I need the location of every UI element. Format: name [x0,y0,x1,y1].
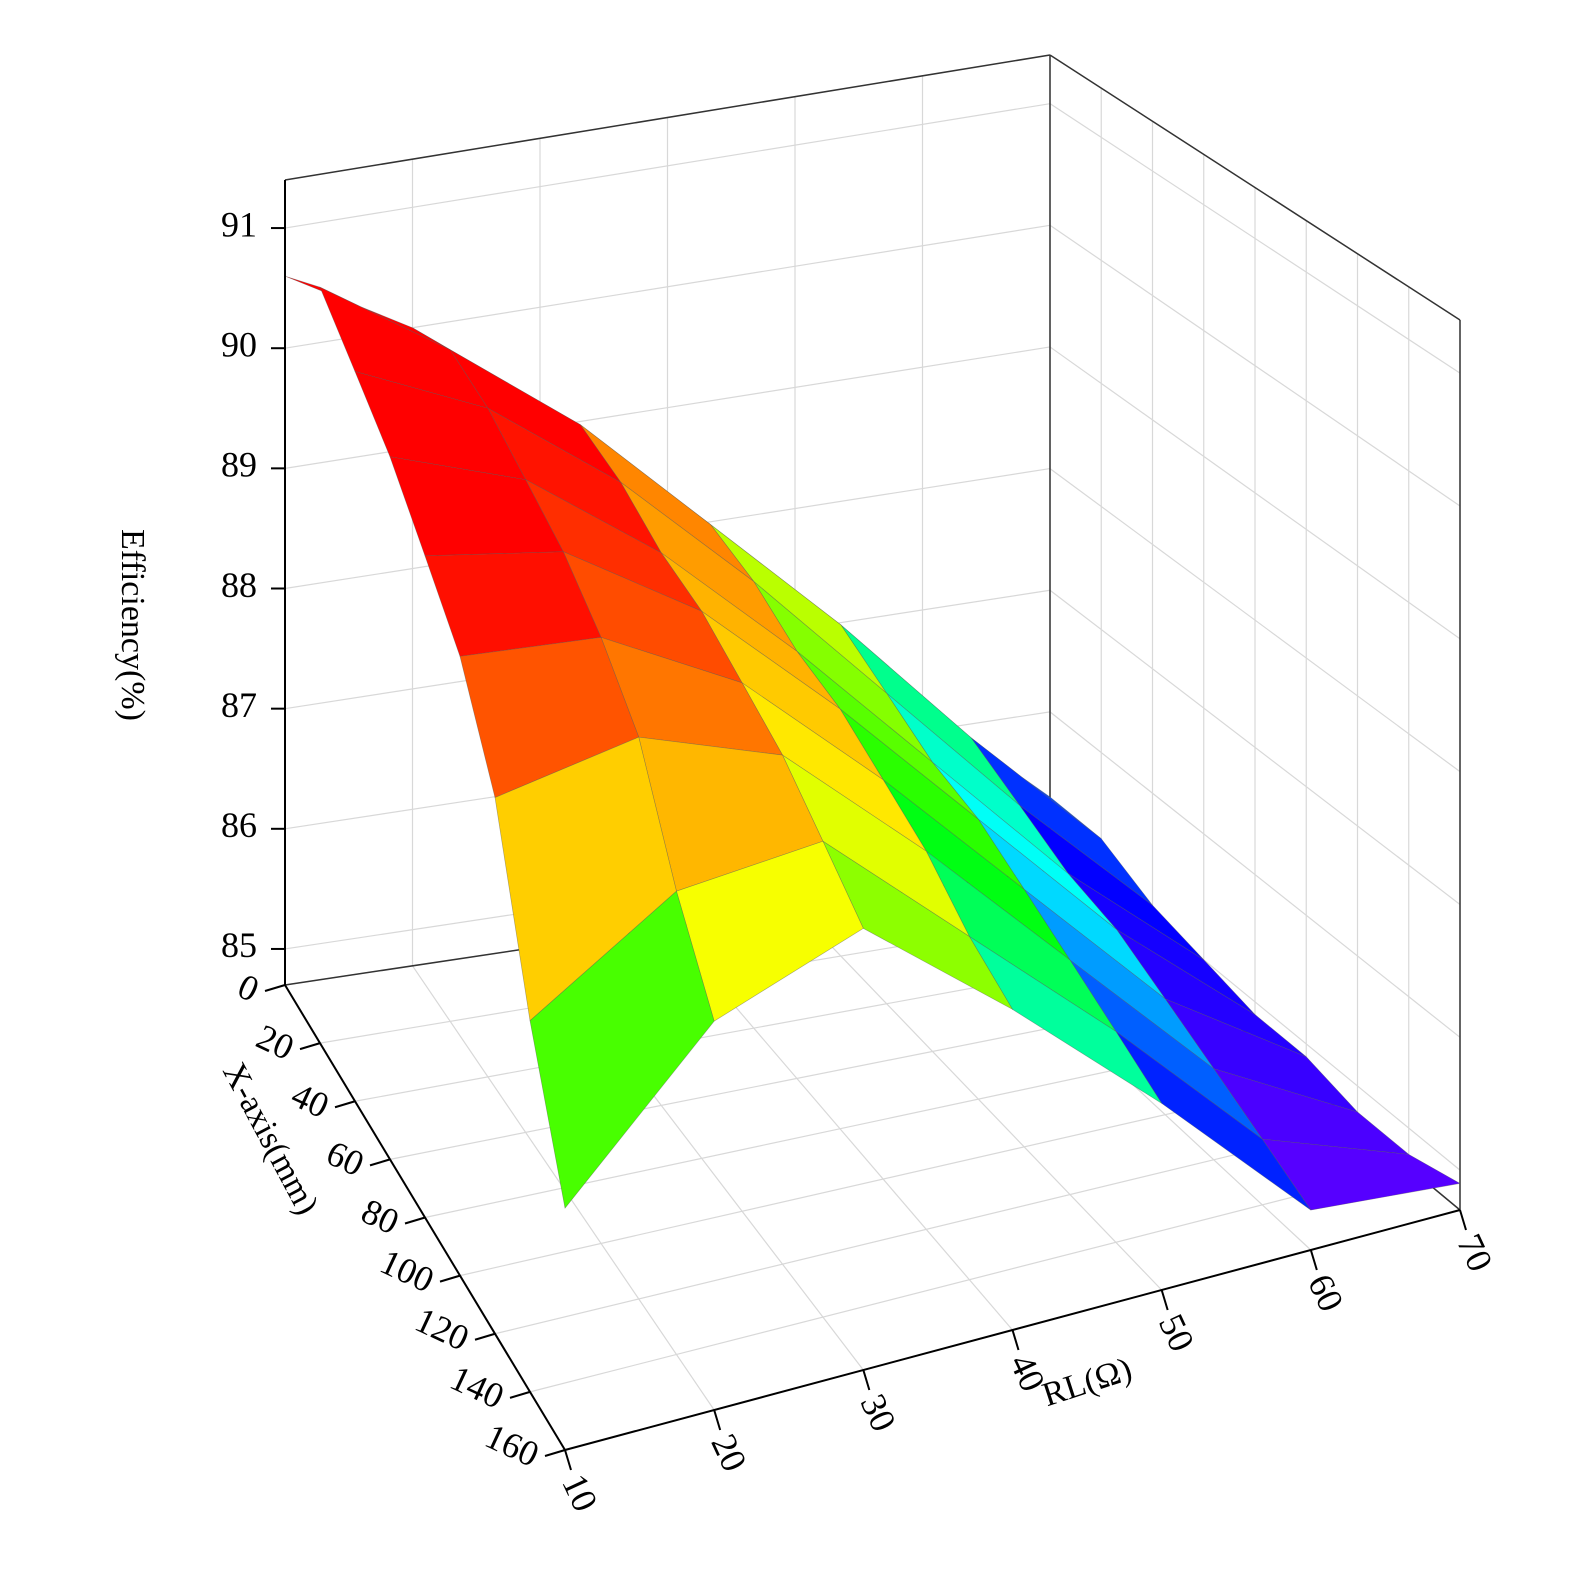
surface-group [284,275,1461,1211]
surface-cell [1261,1138,1461,1211]
x-tick-label: 160 [479,1416,545,1475]
x-tick-label: 100 [374,1241,440,1300]
x-tick-label: 140 [444,1358,510,1417]
z-tick-label: 88 [221,565,257,605]
y-tick-label: 20 [703,1428,754,1478]
box-edge [1049,54,1461,321]
y-tick [862,1369,871,1391]
y-tick [1309,1249,1318,1271]
y-tick [564,1449,572,1471]
z-tick-label: 87 [221,685,257,725]
y-tick [1459,1209,1467,1231]
y-tick [1011,1329,1020,1351]
grid-line [494,1124,1358,1335]
x-tick [544,1449,566,1457]
y-tick-label: 10 [554,1468,605,1518]
y-tick [1160,1289,1169,1311]
x-tick [404,1216,426,1225]
y-tick [713,1409,722,1431]
y-tick-label: 70 [1449,1228,1500,1278]
x-tick [474,1332,496,1341]
z-tick-label: 85 [221,925,257,965]
x-tick [509,1390,531,1399]
grid-line [529,1166,1409,1393]
z-tick-label: 90 [221,324,257,364]
x-tick-label: 20 [250,1016,300,1067]
x-tick [334,1100,356,1109]
box-edge [284,54,1051,181]
x-tick-label: 40 [285,1075,335,1126]
x-tick [264,984,286,992]
y-tick-label: 50 [1151,1308,1202,1358]
z-tick-label: 86 [221,805,257,845]
x-tick-label: 60 [320,1133,370,1184]
x-tick [439,1274,461,1283]
x-tick-label: 120 [409,1299,475,1358]
z-axis-label: Efficiency(%) [114,529,151,721]
x-tick-label: 0 [232,966,265,1010]
x-tick [369,1158,391,1167]
z-tick-label: 89 [221,445,257,485]
y-axis-label: RL(Ω) [1038,1351,1136,1414]
y-tick-label: 60 [1300,1268,1351,1318]
x-tick [299,1042,321,1051]
z-tick-label: 91 [221,204,257,244]
grid-line [459,1081,1307,1277]
x-tick-label: 80 [355,1191,405,1242]
surface-cell [529,890,715,1209]
y-tick-label: 30 [853,1388,904,1438]
